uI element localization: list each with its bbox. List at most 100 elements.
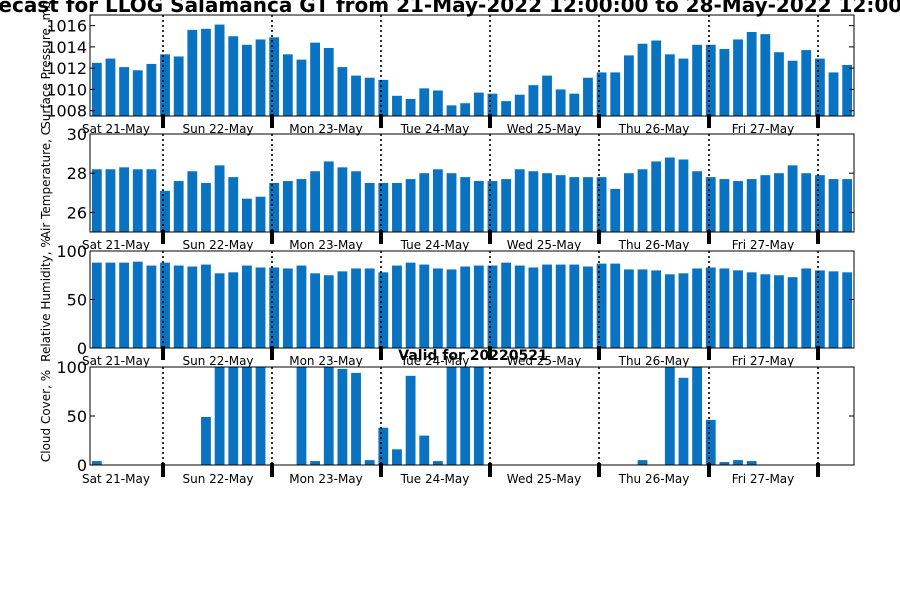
bar [623,173,634,232]
bar [828,179,839,232]
bar [774,52,784,116]
bar [678,377,689,465]
bar [105,262,116,348]
bar [828,72,839,116]
bar [746,32,757,117]
bar [132,169,143,232]
bar [746,179,757,232]
bar [146,169,157,232]
bar [419,88,430,116]
x-tick-label: Tue 24-May [400,472,470,486]
bar [282,54,293,116]
x-tick-label: Fri 27-May [732,472,795,486]
bar [241,44,252,116]
bar [323,161,334,232]
y-tick-label: 28 [67,164,87,183]
bar [282,181,293,232]
bar [664,367,675,465]
x-tick-label: Thu 26-May [618,354,690,368]
bar [405,262,416,348]
bar [241,198,252,232]
bar [678,159,689,232]
bar [705,44,716,116]
bar [269,267,280,348]
bar [201,416,211,465]
bar [378,427,389,465]
x-tick-label: Sat 21-May [82,122,150,136]
bar [733,270,743,348]
bar [228,177,239,232]
bar [446,105,457,116]
bar [132,261,143,348]
x-tick-label: Tue 24-May [400,354,470,368]
bar [651,270,662,348]
bar [596,72,607,116]
bar [296,265,307,348]
bar [828,271,839,348]
bar [269,37,280,116]
bar [323,275,334,348]
bar [596,263,607,348]
bar [623,269,634,348]
bar [842,179,853,232]
bar [119,262,130,348]
bar [814,270,825,348]
bar [692,44,703,116]
bar [310,171,321,232]
bar [705,177,716,232]
bar [405,375,416,465]
bar [432,169,443,232]
bar [392,95,402,116]
plot-frame [89,14,855,117]
bar [501,262,512,348]
y-tick-label: 50 [67,291,87,310]
bar [760,34,771,116]
bar [323,367,334,465]
bar [664,274,675,348]
x-tick-label: Mon 23-May [289,122,363,136]
bar [119,67,130,116]
bar [201,28,211,116]
bar [323,47,334,116]
y-axis-label: Surface Pressure, mb [39,1,53,129]
bar [719,462,730,465]
bar [364,183,375,232]
bar [173,56,184,116]
bar [664,157,675,232]
bar [692,171,703,232]
bar [351,268,361,348]
bar [801,173,812,232]
bar [501,179,512,232]
bar [542,173,552,232]
x-tick-label: Mon 23-May [289,354,363,368]
y-tick-label: 0 [77,339,87,358]
x-tick-label: Mon 23-May [289,472,363,486]
bar [255,267,266,348]
bar [105,58,116,116]
y-tick-label: 1016 [46,17,87,36]
bar [637,269,648,348]
bar [487,265,498,348]
bar [583,266,593,348]
bar [214,24,225,116]
x-tick-label: Sun 22-May [182,238,253,252]
bar [255,367,266,465]
bar [214,273,225,348]
bar [719,268,730,348]
bar [378,79,389,116]
bar [351,75,361,116]
bar [91,169,102,232]
bar [623,55,634,116]
x-tick-label: Sun 22-May [182,354,253,368]
bar [528,171,539,232]
bar [501,101,512,116]
bar [760,274,771,348]
bar [787,60,798,116]
bar [228,272,239,348]
bar [460,177,471,232]
bar [173,181,184,232]
x-tick-label: Wed 25-May [507,122,581,136]
y-axis-label: Relative Humidity, % [39,236,53,362]
bar [446,173,457,232]
bar [678,58,689,116]
